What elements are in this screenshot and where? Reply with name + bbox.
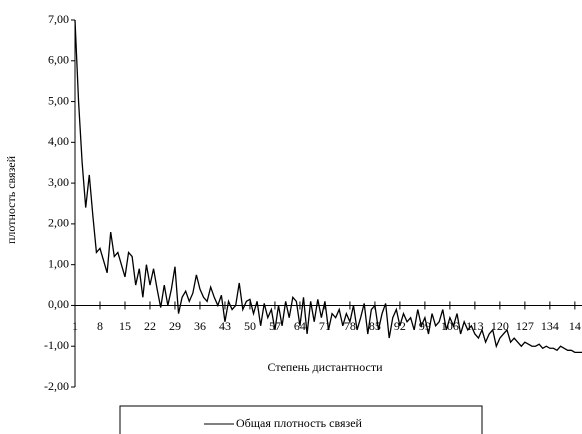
x-tick-label: 127	[516, 319, 534, 333]
legend-box	[119, 405, 483, 434]
x-tick-label: 36	[194, 319, 206, 333]
y-tick-label: 1,00	[48, 256, 69, 270]
y-tick-label: 4,00	[48, 134, 69, 148]
x-tick-label: 15	[119, 319, 131, 333]
line-series	[74, 19, 582, 353]
x-tick-label: 92	[394, 319, 406, 333]
y-tick-label: -2,00	[44, 379, 69, 393]
x-tick-label: 78	[344, 319, 356, 333]
y-tick-label: 0,00	[48, 297, 69, 311]
x-tick-label: 50	[244, 319, 256, 333]
x-tick-label: 106	[441, 319, 459, 333]
y-tick-label: 7,00	[48, 12, 69, 26]
x-tick-label: 22	[144, 319, 156, 333]
y-tick-label: 2,00	[48, 216, 69, 230]
x-tick-label: 113	[466, 319, 484, 333]
x-tick-label: 64	[294, 319, 306, 333]
legend-label: Общая плотность связей	[236, 416, 363, 430]
y-tick-label: 6,00	[48, 53, 69, 67]
x-tick-label: 14	[569, 319, 581, 333]
x-tick-label: 120	[491, 319, 509, 333]
x-tick-label: 134	[541, 319, 559, 333]
y-tick-label: -1,00	[44, 338, 69, 352]
x-axis-label: Степень дистантности	[267, 360, 383, 374]
x-tick-label: 29	[169, 319, 181, 333]
y-tick-label: 5,00	[48, 93, 69, 107]
x-tick-label: 43	[219, 319, 231, 333]
y-axis-label: плотность связей	[4, 155, 18, 244]
x-tick-label: 8	[97, 319, 103, 333]
x-tick-label: 1	[72, 319, 78, 333]
y-tick-label: 3,00	[48, 175, 69, 189]
